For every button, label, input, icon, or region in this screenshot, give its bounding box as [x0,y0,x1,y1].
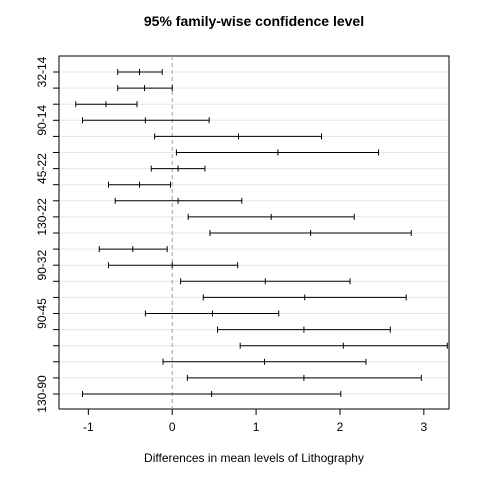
y-tick-label: 90-14 [35,105,49,136]
x-tick-label: 1 [253,420,260,434]
y-tick-label: 130-22 [35,198,49,236]
x-tick-label: 2 [337,420,344,434]
y-tick-label: 90-32 [35,250,49,281]
chart-title: 95% family-wise confidence level [144,13,364,29]
y-tick-label: 32-14 [35,56,49,87]
x-tick-label: 3 [420,420,427,434]
x-axis-label: Differences in mean levels of Lithograph… [144,451,364,465]
plot-layer: -1 0 1 2 3 32-14 90-14 45-22 130-22 90-32 90-45 130… [35,55,450,434]
y-tick-label: 130-90 [35,375,49,413]
y-tick-label: 90-45 [35,298,49,329]
x-tick-label: -1 [83,420,94,434]
x-tick-label: 0 [169,420,176,434]
y-tick-label: 45-22 [35,153,49,184]
